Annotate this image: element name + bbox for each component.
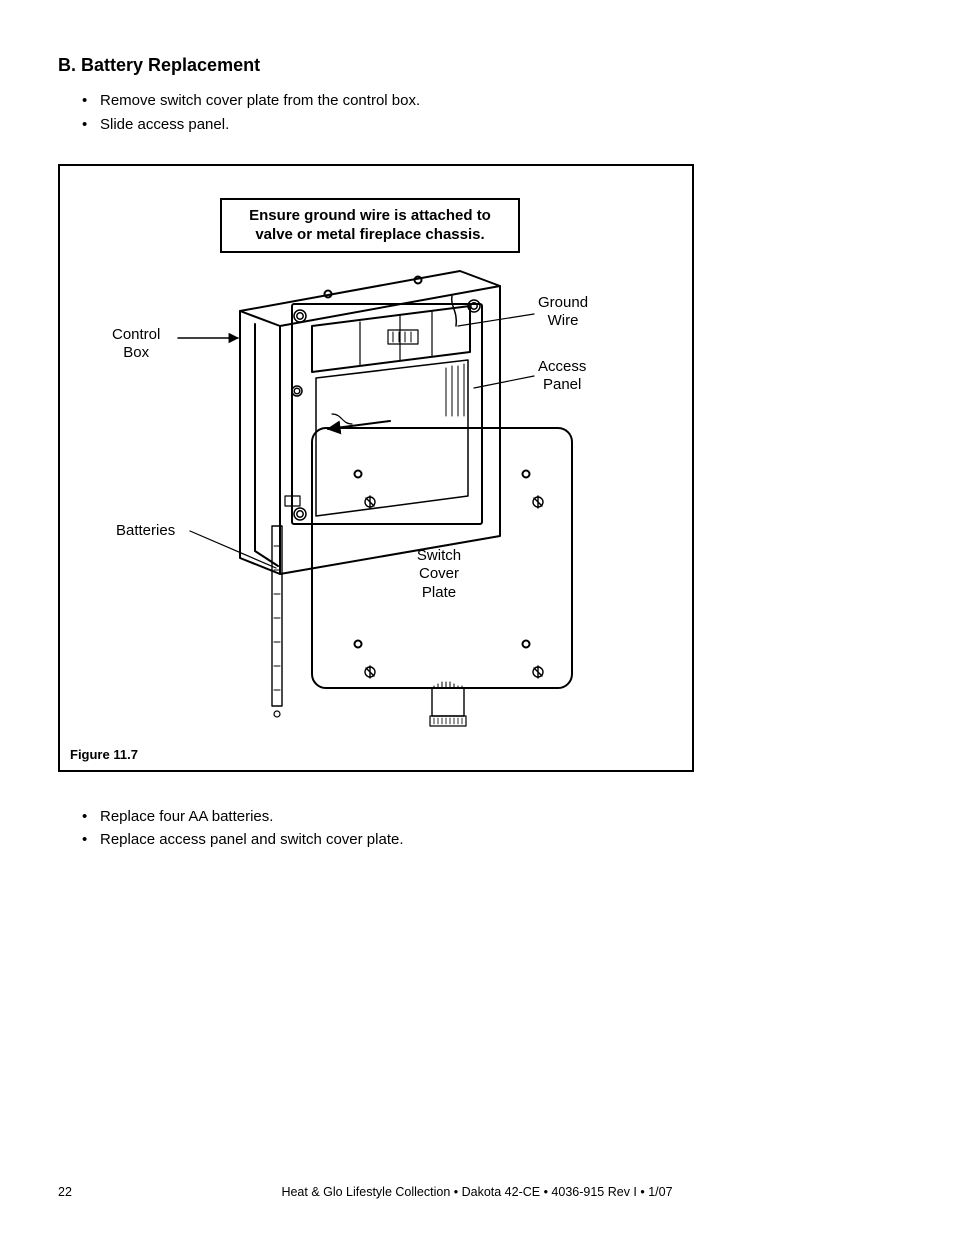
bullet-item: Slide access panel. — [82, 114, 698, 136]
section-heading: B. Battery Replacement — [58, 55, 698, 76]
figure-frame: Ensure ground wire is attached to valve … — [58, 164, 694, 772]
bullet-item: Replace access panel and switch cover pl… — [82, 829, 698, 851]
diagram-svg — [60, 166, 696, 774]
bullet-item: Replace four AA batteries. — [82, 806, 698, 828]
bullets-top: Remove switch cover plate from the contr… — [58, 90, 698, 136]
bullets-bottom: Replace four AA batteries. Replace acces… — [58, 806, 698, 852]
footer-text: Heat & Glo Lifestyle Collection • Dakota… — [0, 1185, 954, 1199]
bullet-item: Remove switch cover plate from the contr… — [82, 90, 698, 112]
